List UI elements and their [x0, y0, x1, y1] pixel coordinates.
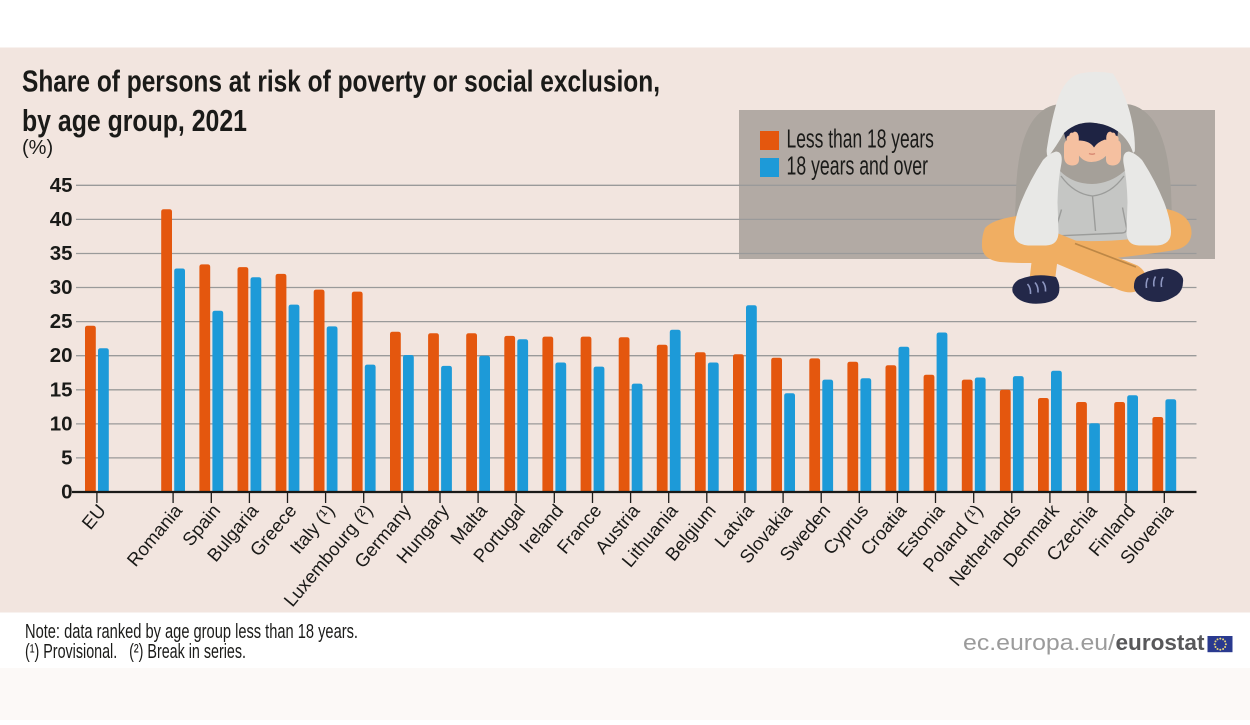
- svg-text:40: 40: [50, 208, 73, 231]
- svg-text:eurostat: eurostat: [1116, 630, 1205, 655]
- svg-text:35: 35: [50, 242, 73, 265]
- svg-text:15: 15: [50, 378, 73, 401]
- svg-text:(%): (%): [22, 137, 53, 159]
- svg-text:30: 30: [50, 276, 73, 299]
- svg-text:ec.europa.eu/: ec.europa.eu/: [963, 630, 1116, 655]
- svg-text:Note: data ranked by age group: Note: data ranked by age group less than…: [25, 621, 358, 643]
- svg-text:(¹) Provisional. (²) Break i: (¹) Provisional. (²) Break in series.: [25, 641, 246, 663]
- svg-text:20: 20: [50, 344, 73, 367]
- svg-text:5: 5: [61, 446, 72, 469]
- svg-text:18 years and over: 18 years and over: [787, 153, 929, 181]
- svg-text:0: 0: [61, 481, 72, 504]
- svg-text:Less than 18 years: Less than 18 years: [787, 126, 934, 154]
- svg-text:10: 10: [50, 412, 73, 435]
- svg-text:25: 25: [50, 310, 73, 333]
- svg-text:45: 45: [50, 174, 73, 197]
- svg-text:by age group, 2021: by age group, 2021: [22, 103, 247, 138]
- svg-text:Share of persons at risk of po: Share of persons at risk of poverty or s…: [22, 64, 660, 99]
